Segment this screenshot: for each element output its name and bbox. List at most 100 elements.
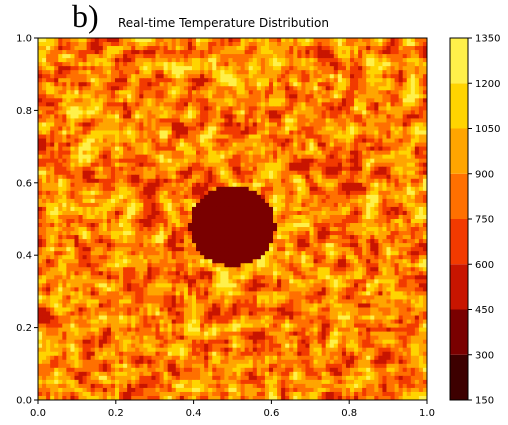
heatmap-cell (179, 110, 185, 116)
heatmap-cell (402, 142, 408, 148)
heatmap-cell (204, 178, 209, 184)
heatmap-cell (358, 231, 363, 236)
heatmap-cell (289, 239, 294, 244)
heatmap-cell (366, 178, 371, 184)
heatmap-cell (317, 122, 323, 128)
heatmap-cell (285, 122, 290, 128)
heatmap-cell (212, 86, 217, 91)
heatmap-cell (204, 42, 209, 47)
heatmap-cell (119, 90, 124, 95)
heatmap-cell (325, 102, 331, 107)
heatmap-cell (171, 223, 177, 228)
heatmap-cell (90, 243, 96, 248)
heatmap-cell (143, 90, 148, 95)
heatmap-cell (345, 106, 351, 111)
heatmap-cell (240, 146, 246, 152)
heatmap-cell (366, 62, 371, 67)
heatmap-cell (78, 66, 84, 71)
heatmap-cell (127, 170, 132, 176)
heatmap-cell (228, 118, 234, 124)
heatmap-cell (236, 178, 242, 184)
heatmap-cell (293, 110, 298, 116)
heatmap-cell (362, 154, 367, 160)
heatmap-cell (94, 66, 100, 71)
heatmap-cell (337, 223, 343, 228)
heatmap-cell (277, 130, 282, 136)
heatmap-cell (390, 174, 396, 180)
heatmap-cell (418, 134, 424, 140)
heatmap-cell (402, 74, 408, 79)
heatmap-cell (42, 190, 47, 196)
heatmap-cell (285, 110, 290, 116)
heatmap-cell (394, 110, 400, 116)
heatmap-cell (220, 202, 225, 208)
heatmap-cell (78, 146, 84, 152)
heatmap-cell (325, 170, 331, 176)
heatmap-cell (236, 114, 242, 120)
heatmap-cell (337, 182, 343, 188)
heatmap-cell (175, 158, 181, 164)
heatmap-cell (135, 138, 140, 144)
heatmap-cell (78, 194, 84, 200)
heatmap-cell (106, 178, 112, 184)
heatmap-cell (62, 162, 67, 168)
heatmap-cell (285, 46, 290, 51)
heatmap-cell (139, 126, 144, 132)
heatmap-cell (362, 223, 367, 228)
heatmap-cell (82, 78, 88, 83)
heatmap-cell (94, 54, 100, 59)
heatmap-cell (159, 54, 165, 59)
heatmap-cell (42, 198, 47, 204)
heatmap-cell (268, 94, 274, 99)
heatmap-cell (337, 154, 343, 160)
heatmap-cell (244, 142, 250, 148)
heatmap-cell (341, 150, 347, 156)
heatmap-cell (110, 38, 116, 43)
heatmap-cell (350, 170, 355, 176)
heatmap-cell (305, 158, 311, 164)
heatmap-cell (70, 62, 76, 67)
heatmap-cell (378, 186, 384, 192)
heatmap-cell (46, 66, 51, 71)
heatmap-cell (329, 206, 335, 212)
heatmap-cell (260, 142, 266, 148)
heatmap-cell (200, 158, 205, 164)
heatmap-cell (175, 202, 181, 208)
heatmap-cell (329, 202, 335, 208)
heatmap-cell (285, 54, 290, 59)
heatmap-cell (350, 235, 355, 240)
heatmap-cell (106, 223, 112, 228)
heatmap-cell (110, 210, 116, 216)
heatmap-cell (358, 46, 363, 51)
heatmap-cell (398, 178, 404, 184)
heatmap-cell (224, 231, 230, 236)
heatmap-cell (187, 70, 193, 75)
heatmap-cell (244, 82, 250, 87)
heatmap-cell (66, 214, 72, 220)
heatmap-cell (102, 239, 108, 244)
heatmap-cell (110, 46, 116, 51)
heatmap-cell (46, 42, 51, 47)
heatmap-cell (38, 38, 43, 43)
heatmap-cell (135, 231, 140, 236)
heatmap-cell (114, 223, 120, 228)
heatmap-cell (264, 38, 270, 43)
heatmap-cell (70, 38, 76, 43)
heatmap-cell (58, 122, 63, 128)
heatmap-cell (208, 46, 213, 51)
heatmap-cell (131, 106, 136, 111)
heatmap-cell (382, 182, 388, 188)
heatmap-cell (414, 194, 420, 200)
heatmap-cell (187, 182, 193, 188)
heatmap-cell (256, 227, 262, 232)
heatmap-cell (82, 166, 88, 172)
heatmap-cell (285, 223, 290, 228)
heatmap-cell (317, 106, 323, 111)
heatmap-cell (224, 206, 230, 212)
heatmap-cell (102, 38, 108, 43)
heatmap-cell (256, 38, 262, 43)
heatmap-cell (301, 162, 307, 168)
heatmap-cell (163, 198, 169, 204)
heatmap-cell (216, 162, 221, 168)
heatmap-cell (366, 58, 371, 63)
